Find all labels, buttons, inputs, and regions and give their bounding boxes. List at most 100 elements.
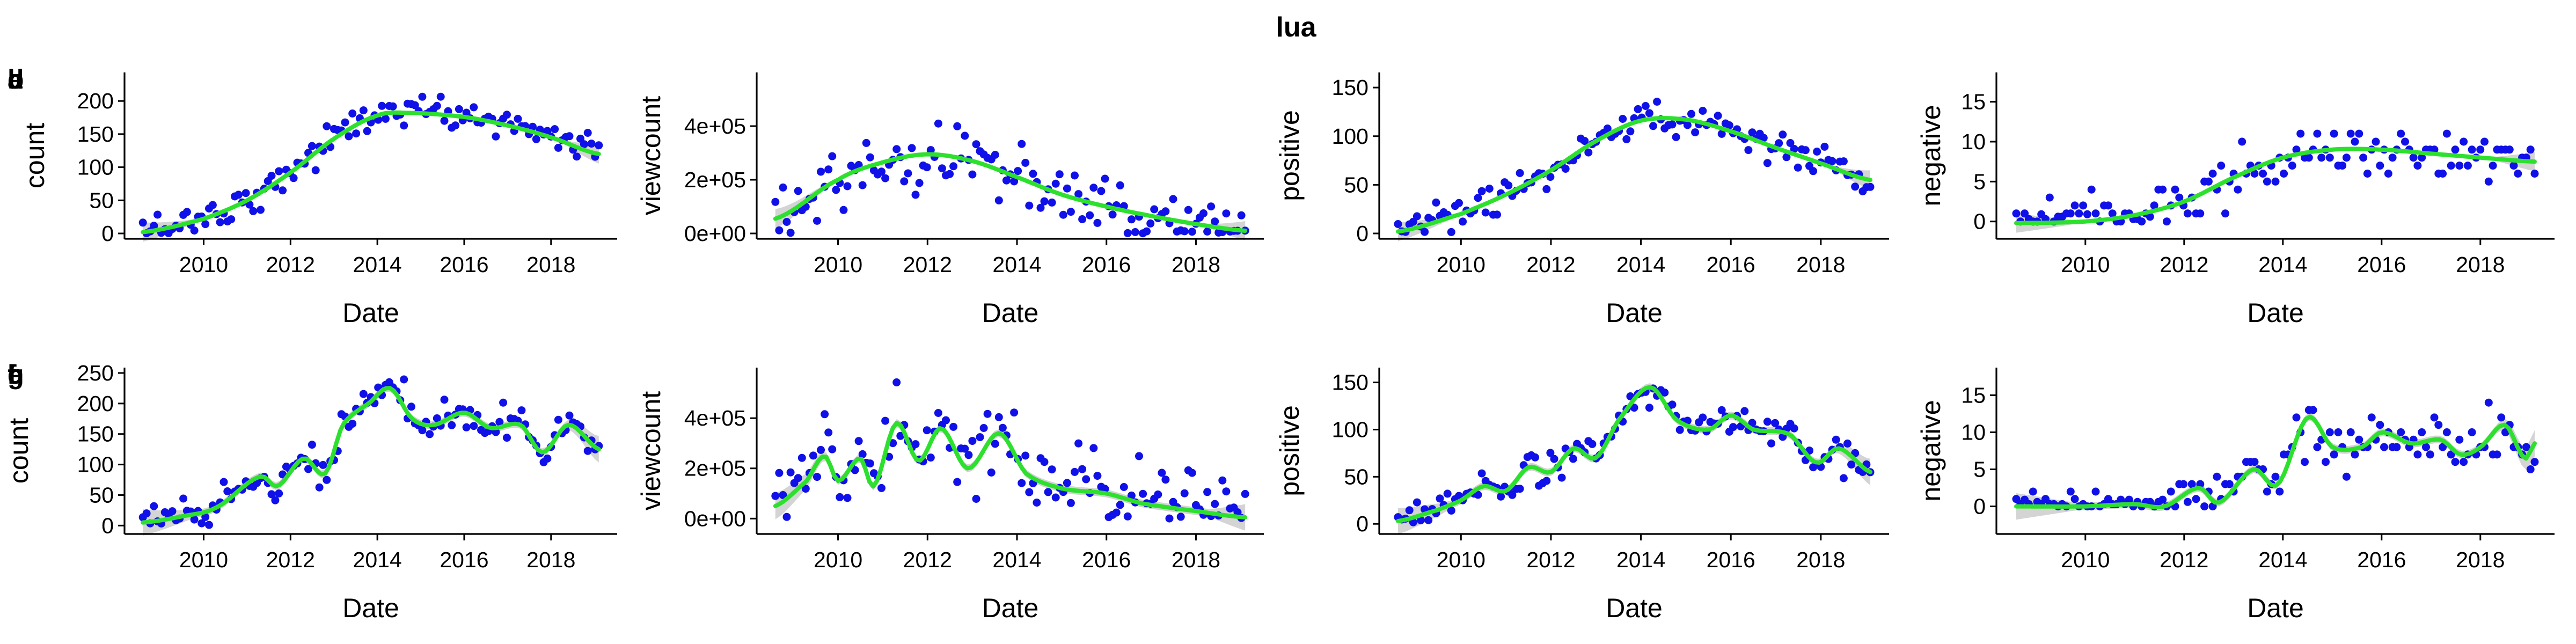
data-point bbox=[201, 220, 210, 229]
data-point bbox=[2497, 413, 2506, 422]
data-point bbox=[2480, 137, 2489, 146]
data-point bbox=[587, 140, 596, 148]
x-tick-label: 2016 bbox=[2357, 252, 2406, 277]
data-point bbox=[1557, 473, 1566, 482]
data-point bbox=[529, 122, 537, 131]
x-tick-label: 2018 bbox=[1796, 252, 1845, 277]
data-point bbox=[1740, 407, 1749, 415]
y-axis-title: count bbox=[20, 123, 50, 188]
data-point bbox=[782, 513, 791, 521]
data-point bbox=[949, 422, 958, 431]
data-point bbox=[2045, 193, 2054, 202]
data-point bbox=[2413, 162, 2422, 170]
y-tick-label: 2e+05 bbox=[684, 456, 746, 481]
data-point bbox=[2351, 137, 2359, 146]
data-point bbox=[2280, 170, 2288, 178]
data-point bbox=[433, 414, 441, 422]
data-point bbox=[495, 418, 504, 426]
data-point bbox=[1763, 418, 1772, 426]
data-point bbox=[400, 375, 408, 384]
data-point bbox=[1089, 184, 1098, 192]
data-point bbox=[2012, 209, 2021, 218]
data-point bbox=[1089, 444, 1098, 452]
data-point bbox=[953, 478, 962, 486]
data-point bbox=[1211, 500, 1219, 508]
x-tick-label: 2010 bbox=[1437, 547, 1485, 572]
fit-line bbox=[773, 421, 1248, 519]
x-tick-label: 2010 bbox=[814, 547, 862, 572]
data-point bbox=[436, 92, 445, 101]
x-tick-label: 2012 bbox=[1526, 252, 1575, 277]
data-point bbox=[1139, 489, 1147, 498]
y-tick-label: 100 bbox=[77, 452, 114, 477]
x-tick-label: 2016 bbox=[440, 547, 488, 572]
data-point bbox=[1127, 215, 1136, 224]
data-point bbox=[267, 172, 276, 180]
data-point bbox=[1569, 455, 1577, 463]
data-point bbox=[2317, 153, 2326, 162]
data-point bbox=[1786, 139, 1795, 147]
data-point bbox=[2380, 443, 2388, 451]
data-point bbox=[1150, 205, 1159, 214]
data-point bbox=[363, 127, 371, 135]
data-point bbox=[1717, 129, 1726, 138]
data-point bbox=[938, 164, 946, 173]
scatter-points bbox=[138, 375, 603, 529]
data-point bbox=[583, 447, 592, 455]
panel-letter-g: g bbox=[8, 360, 24, 390]
data-point bbox=[817, 167, 825, 176]
data-point bbox=[1048, 465, 1056, 474]
data-point bbox=[2292, 145, 2301, 154]
data-point bbox=[786, 229, 795, 237]
data-point bbox=[2292, 413, 2301, 422]
data-point bbox=[1063, 184, 1071, 193]
data-point bbox=[153, 210, 162, 219]
x-tick-label: 2018 bbox=[1172, 547, 1220, 572]
data-point bbox=[877, 484, 885, 492]
data-point bbox=[503, 111, 511, 119]
data-point bbox=[554, 143, 562, 152]
fit-line bbox=[1396, 385, 1872, 523]
data-point bbox=[1683, 121, 1692, 129]
x-tick-label: 2018 bbox=[2456, 252, 2505, 277]
data-point bbox=[2167, 487, 2175, 496]
data-point bbox=[1668, 120, 1677, 129]
confidence-ribbon bbox=[775, 419, 1246, 531]
data-point bbox=[352, 129, 361, 138]
data-point bbox=[968, 437, 977, 445]
data-point bbox=[1413, 498, 1421, 507]
data-point bbox=[1832, 435, 1840, 444]
data-point bbox=[892, 145, 901, 153]
data-point bbox=[2388, 153, 2397, 162]
data-point bbox=[1033, 499, 1041, 507]
data-point bbox=[2392, 443, 2401, 451]
data-point bbox=[315, 483, 324, 492]
data-point bbox=[2183, 497, 2192, 506]
y-tick-label: 150 bbox=[77, 122, 114, 147]
fit-line bbox=[773, 152, 1248, 233]
data-point bbox=[1641, 102, 1650, 110]
panel-c: c positive Date 0 50 100 150 2010 2012 2014 2016 20… bbox=[8, 64, 1889, 328]
data-point bbox=[2468, 145, 2476, 154]
data-point bbox=[2338, 162, 2347, 170]
data-point bbox=[934, 119, 942, 128]
panel-e: e count Date 0 50 100 150 200 250 2010 2012 2014 201… bbox=[4, 360, 617, 623]
x-tick-label: 2018 bbox=[1172, 252, 1220, 277]
data-point bbox=[1040, 197, 1049, 206]
data-point bbox=[275, 167, 283, 175]
data-point bbox=[961, 444, 969, 453]
data-point bbox=[2217, 162, 2226, 170]
data-point bbox=[885, 452, 894, 461]
data-point bbox=[1828, 157, 1836, 165]
data-point bbox=[2346, 428, 2355, 436]
data-point bbox=[2451, 458, 2460, 466]
data-point bbox=[2418, 153, 2426, 162]
data-point bbox=[2342, 153, 2351, 162]
data-point bbox=[179, 494, 188, 503]
data-point bbox=[1108, 210, 1117, 219]
data-point bbox=[249, 207, 258, 215]
data-point bbox=[1645, 404, 1653, 412]
data-point bbox=[824, 428, 833, 437]
data-point bbox=[1025, 201, 1034, 210]
y-tick-label: 4e+05 bbox=[684, 406, 746, 430]
